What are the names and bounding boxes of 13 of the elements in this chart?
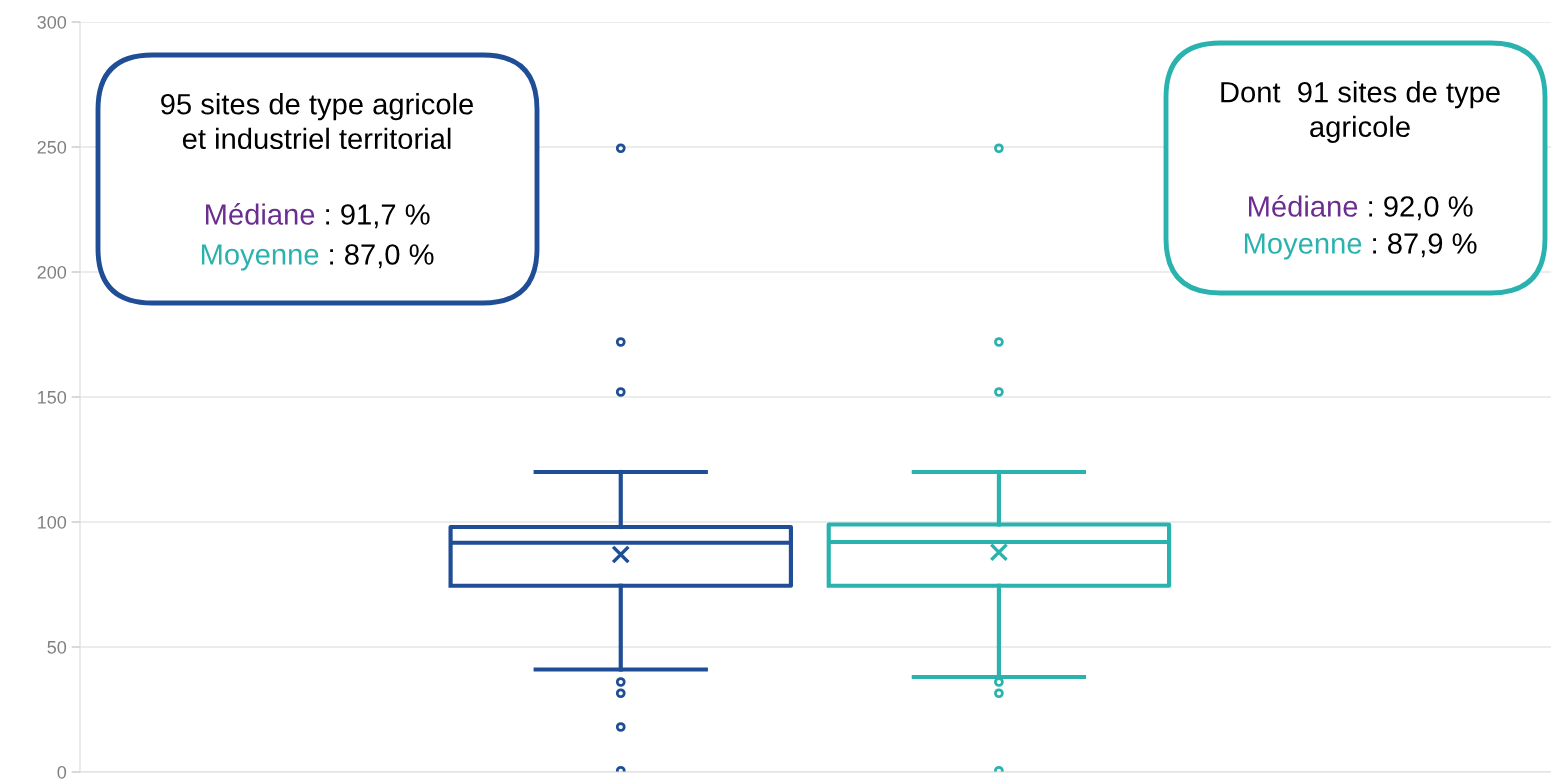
annotation: Médiane : 91,7 % bbox=[206, 203, 430, 229]
y-tick-label: 150 bbox=[38, 390, 67, 404]
y-tick-label: 200 bbox=[37, 265, 67, 279]
annotation: Moyenne : 87,9 % bbox=[1244, 233, 1477, 260]
annotation: Médiane : 92,0 % bbox=[1249, 195, 1473, 221]
y-tick-label: 0 bbox=[57, 765, 67, 779]
annotation: Moyenne : 87,0 % bbox=[201, 244, 434, 271]
y-tick-label: 300 bbox=[37, 15, 67, 29]
y-tick-label: 50 bbox=[47, 640, 67, 654]
annotation: 95 sites de type agricole et industriel territorial bbox=[161, 93, 473, 150]
y-tick-label: 250 bbox=[37, 140, 67, 154]
y-tick-label: 100 bbox=[38, 515, 67, 529]
annotation: Dont 91 sites de type agricole bbox=[1221, 81, 1500, 143]
